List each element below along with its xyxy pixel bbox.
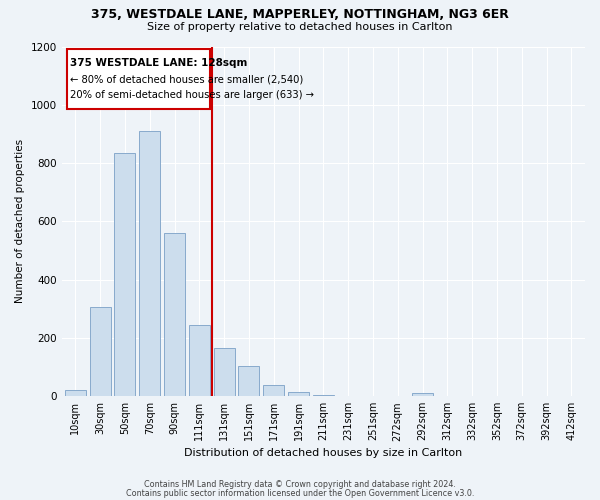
Bar — [65, 390, 86, 396]
Bar — [115, 153, 136, 396]
Text: Contains public sector information licensed under the Open Government Licence v3: Contains public sector information licen… — [126, 488, 474, 498]
Bar — [139, 131, 160, 396]
Text: 375 WESTDALE LANE: 128sqm: 375 WESTDALE LANE: 128sqm — [70, 58, 248, 68]
Bar — [263, 386, 284, 396]
Text: ← 80% of detached houses are smaller (2,540): ← 80% of detached houses are smaller (2,… — [70, 74, 304, 85]
Text: Size of property relative to detached houses in Carlton: Size of property relative to detached ho… — [147, 22, 453, 32]
X-axis label: Distribution of detached houses by size in Carlton: Distribution of detached houses by size … — [184, 448, 463, 458]
Bar — [189, 325, 210, 396]
Text: Contains HM Land Registry data © Crown copyright and database right 2024.: Contains HM Land Registry data © Crown c… — [144, 480, 456, 489]
Bar — [412, 394, 433, 396]
Y-axis label: Number of detached properties: Number of detached properties — [15, 140, 25, 304]
Bar — [164, 233, 185, 396]
Bar — [214, 348, 235, 396]
Bar — [89, 308, 110, 396]
Bar — [288, 392, 309, 396]
Text: 375, WESTDALE LANE, MAPPERLEY, NOTTINGHAM, NG3 6ER: 375, WESTDALE LANE, MAPPERLEY, NOTTINGHA… — [91, 8, 509, 20]
Bar — [238, 366, 259, 396]
FancyBboxPatch shape — [67, 50, 210, 109]
Bar — [313, 395, 334, 396]
Text: 20% of semi-detached houses are larger (633) →: 20% of semi-detached houses are larger (… — [70, 90, 314, 100]
